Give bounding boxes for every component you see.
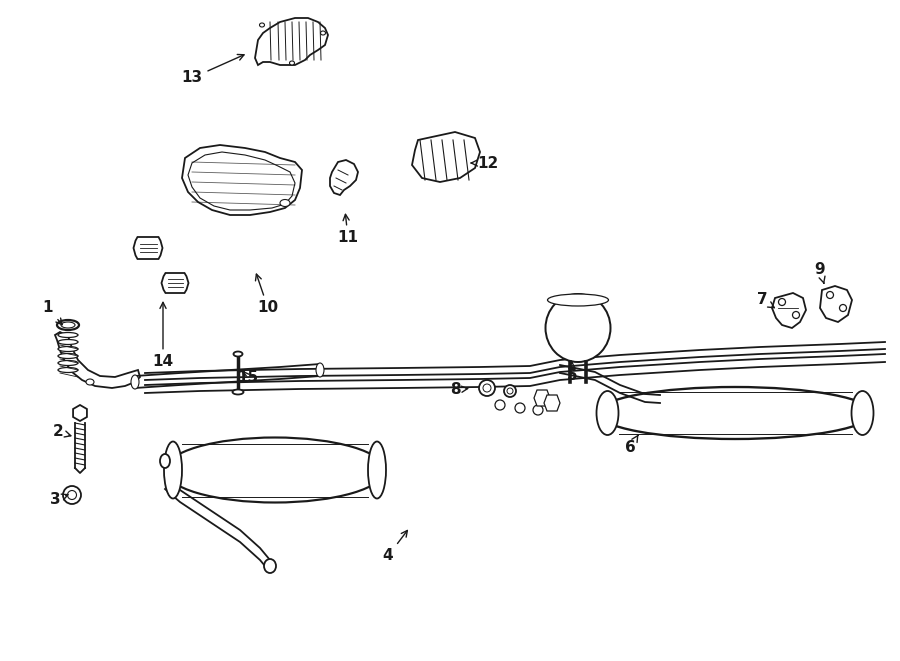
Ellipse shape: [368, 442, 386, 498]
Ellipse shape: [160, 454, 170, 468]
Ellipse shape: [58, 354, 78, 358]
Polygon shape: [182, 145, 302, 215]
Text: 8: 8: [450, 383, 468, 397]
Polygon shape: [73, 405, 87, 421]
Text: 1: 1: [43, 301, 62, 325]
Polygon shape: [544, 395, 560, 411]
Polygon shape: [133, 237, 163, 259]
Polygon shape: [255, 18, 328, 65]
Text: 12: 12: [471, 155, 499, 171]
Ellipse shape: [233, 352, 242, 356]
Ellipse shape: [58, 368, 78, 373]
Ellipse shape: [826, 292, 833, 299]
Text: 9: 9: [814, 262, 825, 284]
Ellipse shape: [504, 385, 516, 397]
Polygon shape: [534, 390, 550, 406]
Ellipse shape: [495, 400, 505, 410]
Text: 15: 15: [238, 371, 258, 385]
Ellipse shape: [68, 490, 76, 500]
Text: 14: 14: [152, 302, 174, 369]
Ellipse shape: [58, 332, 78, 338]
Ellipse shape: [58, 340, 78, 344]
Ellipse shape: [598, 387, 872, 439]
Text: 11: 11: [338, 214, 358, 245]
Ellipse shape: [264, 559, 276, 573]
Ellipse shape: [290, 61, 294, 65]
Ellipse shape: [515, 403, 525, 413]
Ellipse shape: [778, 299, 786, 305]
Ellipse shape: [61, 322, 75, 328]
Text: 10: 10: [256, 274, 279, 315]
Ellipse shape: [232, 389, 244, 395]
Ellipse shape: [533, 405, 543, 415]
Ellipse shape: [164, 442, 182, 498]
Ellipse shape: [545, 294, 610, 362]
Ellipse shape: [86, 379, 94, 385]
Ellipse shape: [479, 380, 495, 396]
Text: 13: 13: [182, 54, 244, 85]
Polygon shape: [188, 152, 295, 210]
Text: 7: 7: [757, 293, 774, 308]
Ellipse shape: [547, 294, 608, 306]
Text: 3: 3: [50, 492, 68, 508]
Polygon shape: [161, 273, 188, 293]
Ellipse shape: [840, 305, 847, 311]
Polygon shape: [820, 286, 852, 322]
Text: 4: 4: [382, 530, 408, 563]
Ellipse shape: [507, 388, 513, 394]
Ellipse shape: [259, 23, 265, 27]
Polygon shape: [330, 160, 358, 195]
Text: 5: 5: [567, 362, 577, 383]
Ellipse shape: [165, 438, 385, 502]
Ellipse shape: [320, 31, 326, 35]
Ellipse shape: [483, 384, 491, 392]
Ellipse shape: [58, 346, 78, 352]
Ellipse shape: [57, 320, 79, 330]
Ellipse shape: [63, 486, 81, 504]
Ellipse shape: [597, 391, 618, 435]
Text: 6: 6: [625, 435, 638, 455]
Text: 2: 2: [52, 424, 71, 440]
Polygon shape: [772, 293, 806, 328]
Ellipse shape: [58, 360, 78, 366]
Ellipse shape: [280, 200, 290, 206]
Ellipse shape: [793, 311, 799, 319]
Ellipse shape: [316, 363, 324, 377]
Ellipse shape: [131, 375, 139, 389]
Polygon shape: [55, 332, 140, 388]
Ellipse shape: [851, 391, 874, 435]
Polygon shape: [412, 132, 480, 182]
